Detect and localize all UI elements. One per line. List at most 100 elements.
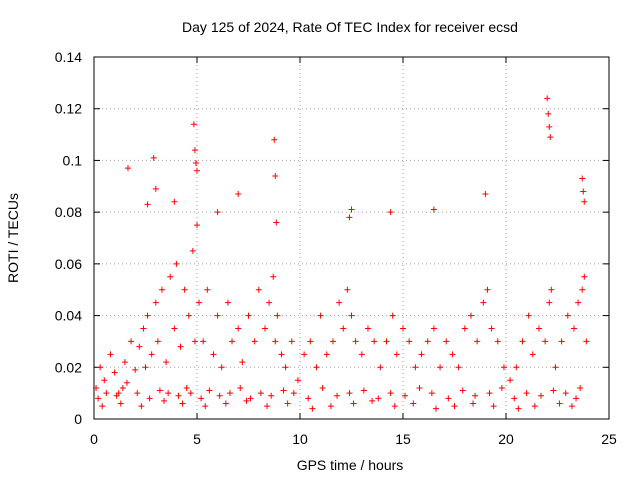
data-point <box>580 188 587 195</box>
data-point <box>472 392 479 399</box>
data-point <box>437 364 444 371</box>
data-point <box>134 390 141 397</box>
data-point <box>111 369 118 376</box>
data-point <box>294 377 301 384</box>
data-point <box>95 395 102 402</box>
data-point <box>136 343 143 350</box>
data-point <box>556 400 563 407</box>
data-point <box>124 165 131 172</box>
data-point <box>282 364 289 371</box>
data-point <box>548 286 555 293</box>
data-point <box>562 390 569 397</box>
data-point <box>97 364 104 371</box>
data-point <box>93 384 100 391</box>
data-point <box>113 392 120 399</box>
data-point <box>278 351 285 358</box>
data-point <box>268 392 275 399</box>
data-point <box>216 392 223 399</box>
data-point <box>348 206 355 213</box>
data-point <box>340 325 347 332</box>
data-point <box>443 338 450 345</box>
data-point <box>191 147 198 154</box>
data-point <box>490 403 497 410</box>
data-point <box>581 198 588 205</box>
data-point <box>191 338 198 345</box>
data-point <box>486 390 493 397</box>
data-point <box>400 325 406 332</box>
data-point <box>482 191 489 198</box>
data-point <box>171 325 178 332</box>
data-point <box>467 312 474 319</box>
data-point <box>498 384 505 391</box>
data-point <box>214 312 221 319</box>
data-point <box>542 338 549 345</box>
y-tick-label: 0 <box>74 411 82 427</box>
y-tick-label: 0.04 <box>55 308 82 324</box>
data-point <box>547 134 554 141</box>
chart-title: Day 125 of 2024, Rate Of TEC Index for r… <box>182 19 518 35</box>
data-point <box>369 397 376 404</box>
data-point <box>358 351 365 358</box>
plot-frame <box>93 56 610 420</box>
data-point <box>461 325 468 332</box>
data-point <box>107 351 114 358</box>
data-point <box>348 312 355 319</box>
data-point <box>190 121 197 128</box>
data-point <box>239 359 246 366</box>
data-point <box>150 154 157 161</box>
data-point <box>327 403 334 410</box>
data-point <box>237 384 244 391</box>
data-point <box>309 405 316 412</box>
data-point <box>470 400 477 407</box>
data-point <box>451 403 458 410</box>
data-point <box>346 214 353 221</box>
data-point <box>185 312 192 319</box>
data-point <box>329 338 336 345</box>
data-point <box>235 191 242 198</box>
data-point <box>313 364 320 371</box>
data-point <box>430 325 437 332</box>
data-point <box>449 351 456 358</box>
y-tick-label: 0.14 <box>55 49 82 65</box>
data-point <box>424 338 431 345</box>
data-point <box>529 351 536 358</box>
data-point <box>334 392 341 399</box>
data-point <box>455 364 462 371</box>
data-point <box>550 387 557 394</box>
data-point <box>123 379 130 386</box>
data-point <box>271 136 278 143</box>
y-tick-label: 0.08 <box>55 204 82 220</box>
data-point <box>229 338 236 345</box>
data-point <box>519 338 526 345</box>
data-point <box>364 325 371 332</box>
grid-lines <box>94 57 609 419</box>
data-point <box>391 403 398 410</box>
data-point <box>579 175 586 182</box>
data-point <box>273 219 280 226</box>
data-point <box>144 201 151 208</box>
data-point <box>305 395 312 402</box>
data-point <box>545 110 552 117</box>
data-point <box>418 351 425 358</box>
data-point <box>412 364 419 371</box>
y-axis-label: ROTI / TECUs <box>5 193 21 283</box>
data-point <box>161 397 168 404</box>
data-point <box>531 403 538 410</box>
data-point <box>266 299 273 306</box>
data-point <box>288 338 295 345</box>
data-point <box>146 395 153 402</box>
data-point <box>484 286 491 293</box>
data-point <box>156 387 163 394</box>
data-point <box>579 286 586 293</box>
data-point <box>99 403 106 410</box>
data-point <box>546 299 553 306</box>
data-point <box>245 312 252 319</box>
data-point <box>474 338 481 345</box>
data-point <box>261 325 268 332</box>
data-point <box>194 222 200 229</box>
data-point <box>284 400 291 407</box>
data-point <box>544 95 551 102</box>
data-point <box>535 325 542 332</box>
data-point <box>218 364 225 371</box>
